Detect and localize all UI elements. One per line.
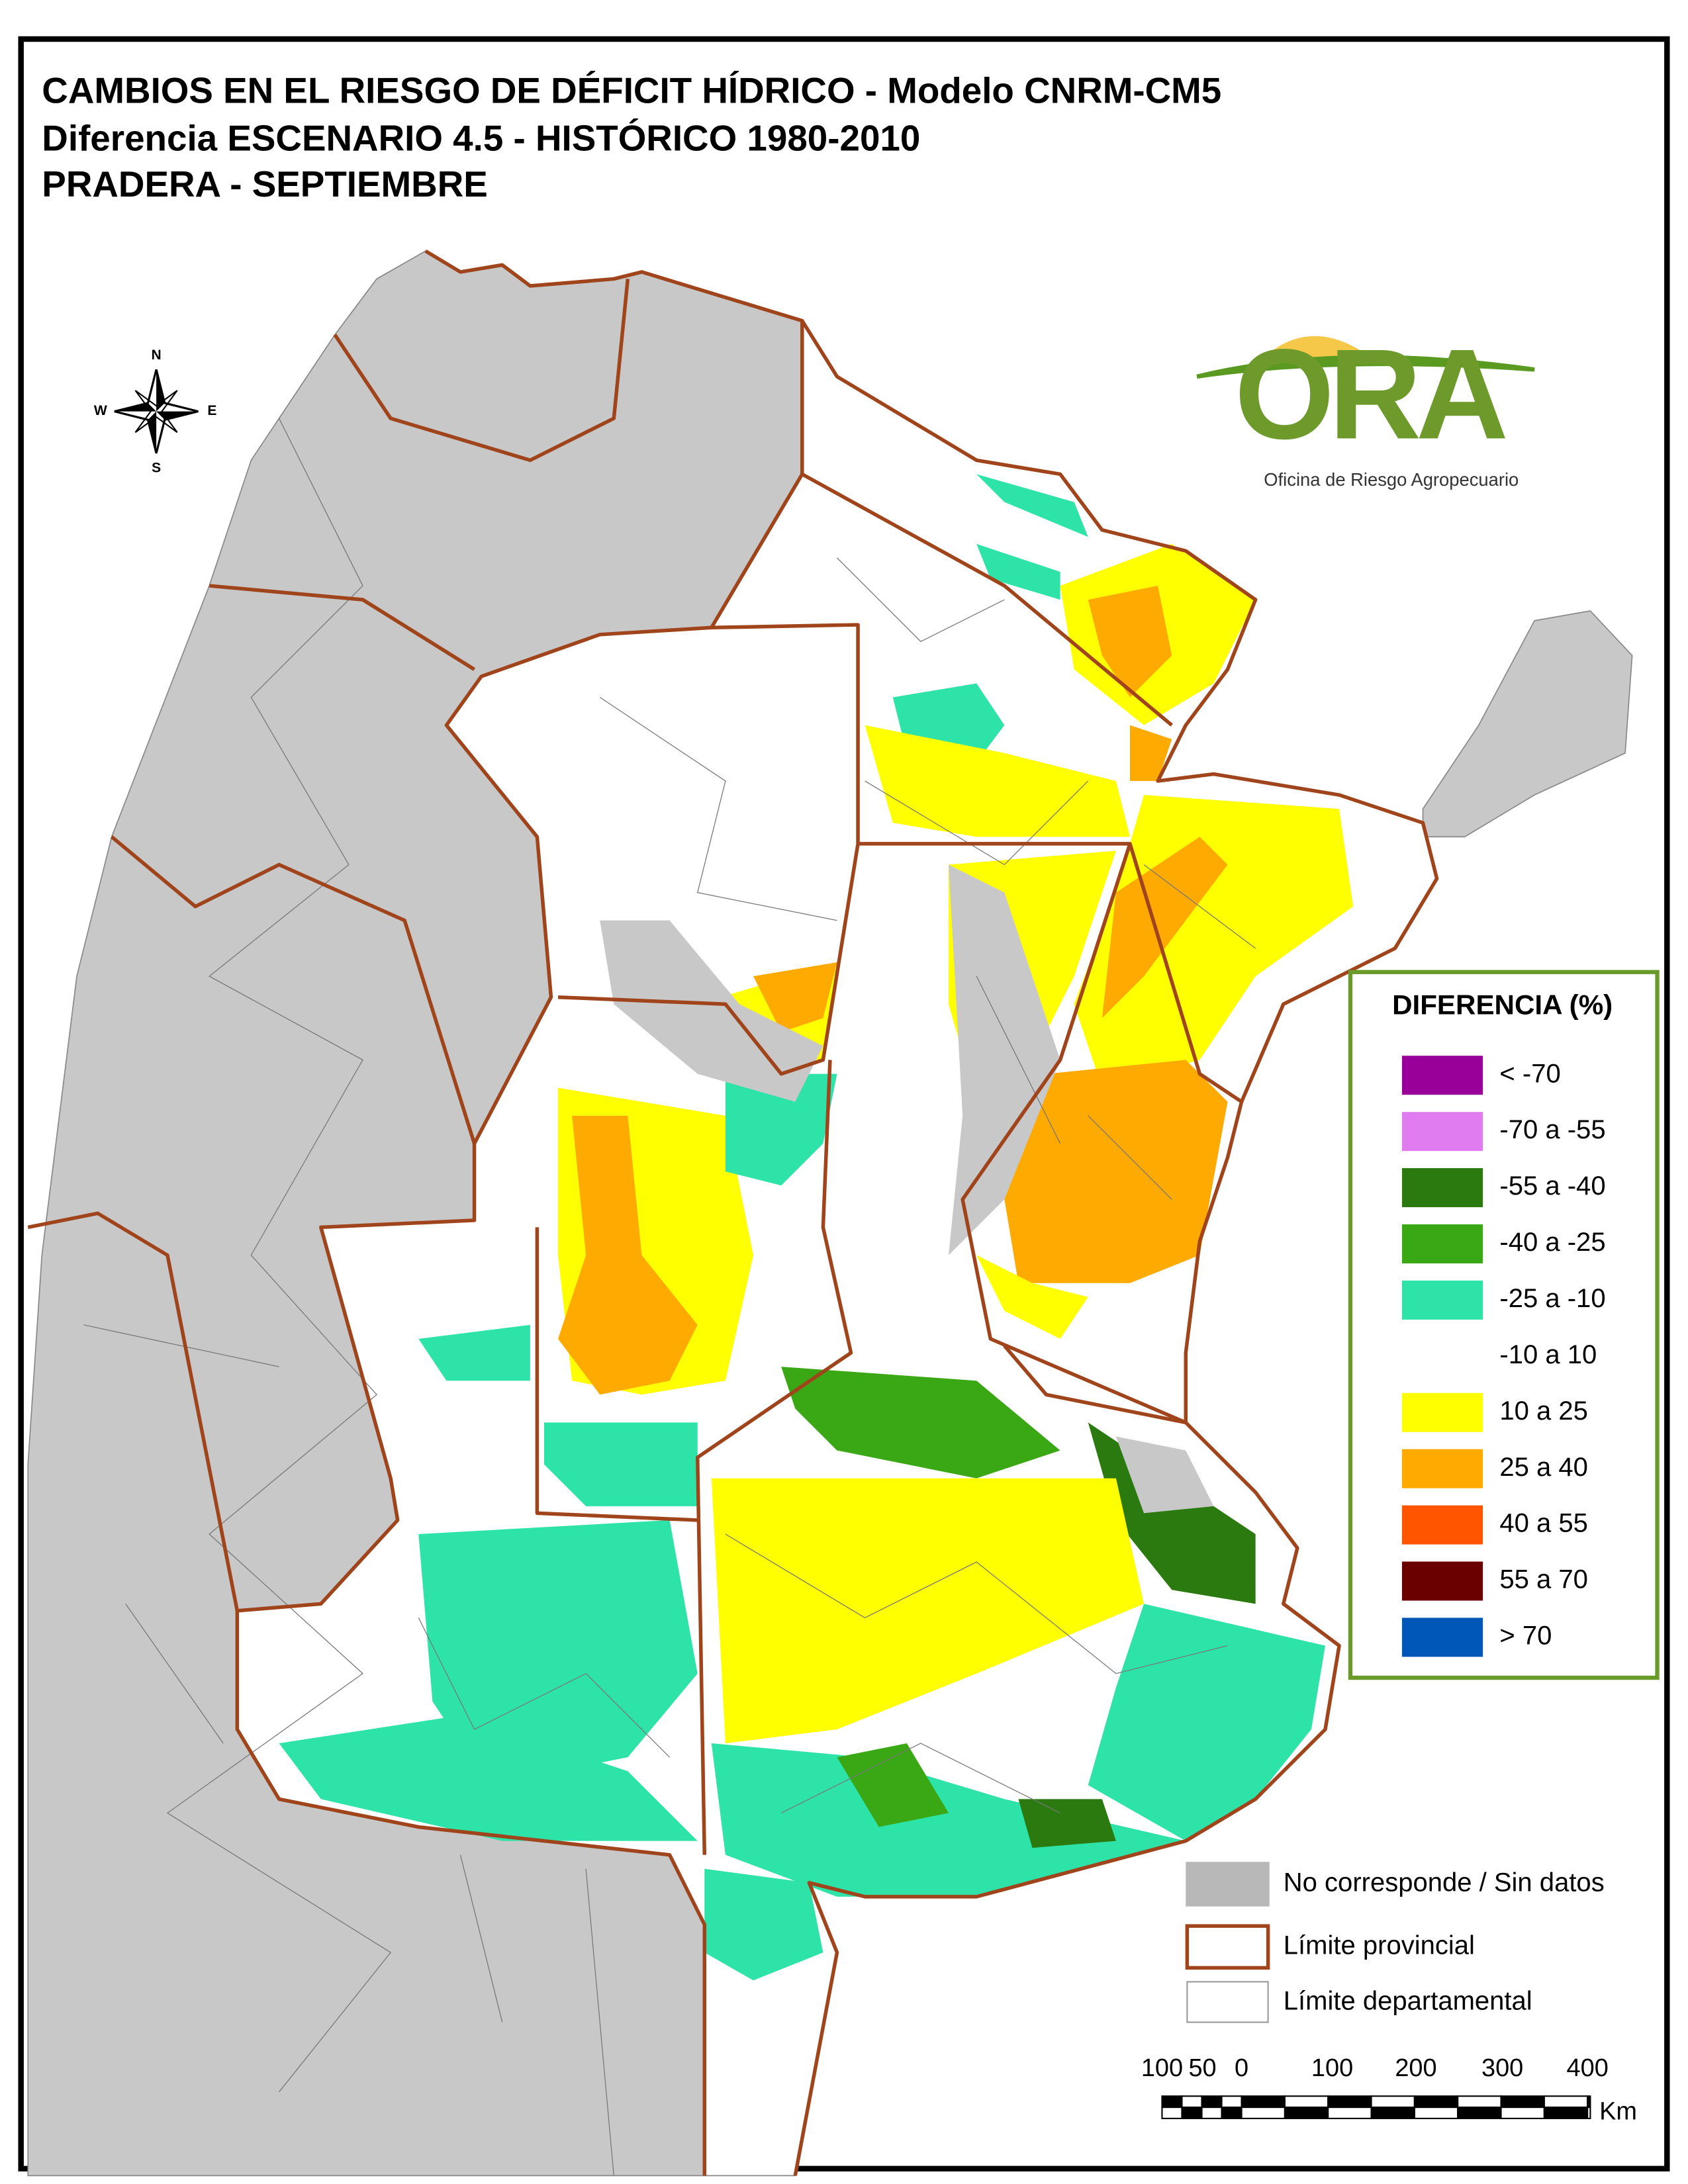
map-legend-label: Límite departamental bbox=[1284, 1987, 1532, 2016]
legend-swatch bbox=[1401, 1112, 1483, 1152]
scale-segment bbox=[1241, 2095, 1286, 2109]
scale-segment bbox=[1413, 2095, 1459, 2109]
legend-swatch bbox=[1401, 1056, 1483, 1095]
scale-segment bbox=[1327, 2107, 1372, 2120]
legend-label: 55 a 70 bbox=[1499, 1565, 1588, 1594]
scale-segment bbox=[1413, 2107, 1459, 2120]
legend: DIFERENCIA (%) < -70 -70 a -55 -55 a -40 -4… bbox=[1348, 970, 1660, 1680]
legend-swatch bbox=[1401, 1392, 1483, 1432]
scale-segment bbox=[1370, 2107, 1415, 2120]
scale-segment bbox=[1457, 2095, 1502, 2109]
legend-label: 10 a 25 bbox=[1499, 1396, 1588, 1426]
legend-swatch bbox=[1401, 1561, 1483, 1601]
scale-segment bbox=[1181, 2107, 1203, 2120]
department-swatch bbox=[1186, 1981, 1269, 2023]
legend-label: -10 a 10 bbox=[1499, 1340, 1597, 1369]
scale-segment bbox=[1221, 2095, 1243, 2109]
compass-n: N bbox=[152, 347, 162, 363]
legend-label: > 70 bbox=[1499, 1621, 1552, 1651]
scale-segment bbox=[1181, 2095, 1203, 2109]
scale-segment bbox=[1284, 2095, 1329, 2109]
scale-segment bbox=[1457, 2107, 1502, 2120]
compass-e: E bbox=[207, 403, 216, 418]
legend-label: 40 a 55 bbox=[1499, 1509, 1588, 1538]
legend-swatch bbox=[1401, 1280, 1483, 1320]
difference-areas bbox=[279, 474, 1354, 1981]
map-legend: No corresponde / Sin datos Límite provin… bbox=[1185, 1862, 1605, 2023]
department-boundaries bbox=[83, 418, 1256, 2176]
legend-title: DIFERENCIA (%) bbox=[1392, 989, 1613, 1021]
logo-subtitle: Oficina de Riesgo Agropecuario bbox=[1264, 469, 1519, 490]
no-data-region bbox=[1422, 610, 1633, 838]
title-line: CAMBIOS EN EL RIESGO DE DÉFICIT HÍDRICO … bbox=[42, 70, 1221, 111]
scale-label: 400 bbox=[1567, 2054, 1609, 2082]
title-line: Diferencia ESCENARIO 4.5 - HISTÓRICO 198… bbox=[42, 117, 920, 158]
logo-name: ORA bbox=[1235, 323, 1505, 466]
scale-segment bbox=[1221, 2107, 1243, 2120]
legend-label: -40 a -25 bbox=[1499, 1228, 1605, 1257]
scale-segment bbox=[1201, 2107, 1223, 2120]
legend-label: -70 a -55 bbox=[1499, 1115, 1605, 1144]
scale-segment bbox=[1587, 2107, 1591, 2120]
scale-segment bbox=[1500, 2095, 1545, 2109]
title-line: PRADERA - SEPTIEMBRE bbox=[42, 163, 487, 205]
scale-segment bbox=[1543, 2095, 1589, 2109]
no-data-swatch bbox=[1186, 1862, 1270, 1907]
scale-label: 200 bbox=[1395, 2054, 1436, 2082]
scale-label: 0 bbox=[1235, 2054, 1248, 2082]
scale-segment bbox=[1284, 2107, 1329, 2120]
logo: ORA Oficina de Riesgo Agropecuario bbox=[1196, 323, 1535, 490]
legend-box bbox=[1348, 970, 1660, 1680]
legend-label: 25 a 40 bbox=[1499, 1453, 1588, 1482]
scale-segment bbox=[1587, 2095, 1591, 2109]
legend-swatch bbox=[1401, 1224, 1483, 1263]
scale-segment bbox=[1543, 2107, 1589, 2120]
legend-swatch bbox=[1401, 1336, 1483, 1376]
scale-unit: Km bbox=[1599, 2098, 1637, 2126]
title-block: CAMBIOS EN EL RIESGO DE DÉFICIT HÍDRICO … bbox=[42, 70, 1221, 205]
legend-label: < -70 bbox=[1499, 1059, 1560, 1088]
compass: N E S W bbox=[94, 347, 217, 476]
scale-label: 100 bbox=[1311, 2054, 1353, 2082]
scale-label: 50 bbox=[1188, 2054, 1216, 2082]
scale-label: 300 bbox=[1481, 2054, 1523, 2082]
scale-segment bbox=[1500, 2107, 1545, 2120]
legend-swatch bbox=[1401, 1449, 1483, 1488]
map-legend-label: No corresponde / Sin datos bbox=[1284, 1868, 1605, 1897]
compass-w: W bbox=[94, 403, 107, 418]
legend-swatch bbox=[1401, 1168, 1483, 1208]
map-legend-label: Límite provincial bbox=[1284, 1931, 1475, 1960]
scale-segment bbox=[1327, 2095, 1372, 2109]
scale-segment bbox=[1161, 2107, 1183, 2120]
scale-segment bbox=[1370, 2095, 1415, 2109]
province-boundaries bbox=[27, 249, 1439, 2176]
scale-bar: Km 100 50 0 100 200 300 400 bbox=[1141, 2054, 1637, 2125]
scale-segment bbox=[1201, 2095, 1223, 2109]
legend-swatch bbox=[1401, 1617, 1483, 1657]
scale-segment bbox=[1161, 2095, 1183, 2109]
legend-label: -55 a -40 bbox=[1499, 1171, 1605, 1201]
map bbox=[27, 249, 1633, 2177]
compass-s: S bbox=[152, 461, 161, 476]
province-swatch bbox=[1185, 1924, 1270, 1970]
legend-swatch bbox=[1401, 1505, 1483, 1545]
scale-label: 100 bbox=[1141, 2054, 1183, 2082]
scale-segment bbox=[1241, 2107, 1286, 2120]
legend-label: -25 a -10 bbox=[1499, 1284, 1605, 1313]
